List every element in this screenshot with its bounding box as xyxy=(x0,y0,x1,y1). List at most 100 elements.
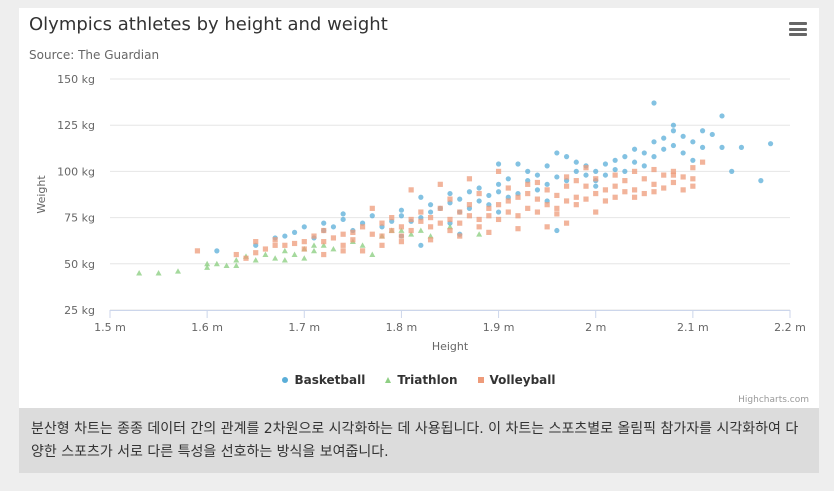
volleyball-point xyxy=(602,187,609,193)
y-tick-label: 100 kg xyxy=(57,165,95,178)
volleyball-point xyxy=(486,205,492,211)
basketball-point xyxy=(670,128,677,134)
basketball-point xyxy=(476,198,482,204)
triangle-marker-icon xyxy=(385,377,392,383)
volleyball-point xyxy=(563,183,570,189)
basketball-point xyxy=(699,128,706,134)
triathlon-point xyxy=(301,255,308,261)
volleyball-point xyxy=(699,159,706,165)
basketball-point xyxy=(418,194,424,200)
scatter-plot: 25 kg 50 kg 75 kg 100 kg 125 kg 150 kg 1.5 m 1.… xyxy=(35,73,806,353)
basketball-point xyxy=(418,242,424,248)
volleyball-point xyxy=(457,233,463,239)
volleyball-point xyxy=(661,185,667,191)
volleyball-point xyxy=(350,229,356,235)
volleyball-point xyxy=(534,179,541,186)
triathlon-point xyxy=(408,231,415,237)
volleyball-point xyxy=(379,220,385,226)
triathlon-point xyxy=(320,242,327,248)
triathlon-point xyxy=(175,268,181,274)
basketball-point xyxy=(330,224,337,230)
basketball-point xyxy=(554,227,560,234)
basketball-point xyxy=(321,220,327,226)
triathlon-point xyxy=(311,242,317,248)
volleyball-point xyxy=(340,242,346,248)
volleyball-point xyxy=(631,187,638,193)
volleyball-point xyxy=(457,220,463,226)
volleyball-point xyxy=(534,196,541,202)
basketball-point xyxy=(301,224,307,230)
volleyball-point xyxy=(447,216,453,223)
volleyball-point xyxy=(359,248,366,254)
volleyball-point xyxy=(457,209,463,215)
volleyball-point xyxy=(622,178,628,184)
legend-item-volleyball[interactable]: Volleyball xyxy=(477,373,556,387)
triathlon-point xyxy=(262,251,269,257)
menu-bar xyxy=(789,33,807,36)
volleyball-point xyxy=(525,205,531,211)
basketball-point xyxy=(282,233,288,239)
volleyball-point xyxy=(593,176,599,182)
basketball-point xyxy=(398,213,405,219)
basketball-point xyxy=(505,176,511,182)
volleyball-point xyxy=(563,198,570,204)
triathlon-point xyxy=(476,231,483,237)
volleyball-point xyxy=(515,213,521,219)
basketball-point xyxy=(466,189,473,195)
hamburger-menu-icon[interactable] xyxy=(789,22,807,36)
legend-label: Triathlon xyxy=(397,373,458,387)
chart-title: Olympics athletes by height and weight xyxy=(29,14,388,35)
volleyball-point xyxy=(670,168,677,174)
volleyball-point xyxy=(476,224,482,230)
basketball-point xyxy=(291,229,298,235)
volleyball-point xyxy=(398,233,405,239)
legend-item-triathlon[interactable]: Triathlon xyxy=(385,373,458,387)
volleyball-point xyxy=(282,242,288,248)
basketball-point xyxy=(495,209,502,215)
volleyball-point xyxy=(651,166,657,173)
volleyball-point xyxy=(525,190,531,197)
volleyball-point xyxy=(466,176,473,182)
triathlon-point xyxy=(330,246,337,252)
triathlon-point xyxy=(369,251,376,257)
volleyball-point xyxy=(554,205,560,211)
volleyball-point xyxy=(272,237,278,243)
volleyball-point xyxy=(583,196,589,202)
legend-label: Basketball xyxy=(294,373,366,387)
chart-container: Olympics athletes by height and weight S… xyxy=(19,8,819,408)
menu-bar xyxy=(789,27,807,31)
credits-link[interactable]: Highcharts.com xyxy=(738,395,809,405)
triathlon-point xyxy=(233,257,240,263)
legend-item-basketball[interactable]: Basketball xyxy=(282,373,365,387)
volleyball-point xyxy=(476,190,482,197)
volleyball-point xyxy=(321,239,327,245)
volleyball-point xyxy=(554,192,560,199)
basketball-point xyxy=(486,192,492,199)
volleyball-point xyxy=(476,216,482,223)
volleyball-point xyxy=(631,168,638,174)
volleyball-point xyxy=(389,227,395,234)
basketball-point xyxy=(214,248,220,254)
volleyball-point xyxy=(253,239,259,245)
volleyball-point xyxy=(389,215,395,221)
volleyball-point xyxy=(418,209,424,215)
volleyball-point xyxy=(418,218,424,224)
basketball-point xyxy=(680,133,686,139)
volleyball-point xyxy=(612,183,618,189)
basketball-point xyxy=(554,174,560,180)
volleyball-point xyxy=(321,251,327,258)
basketball-point xyxy=(515,161,521,167)
volleyball-point xyxy=(651,181,657,187)
basketball-point xyxy=(738,144,745,150)
triathlon-point xyxy=(291,251,298,257)
basketball-point xyxy=(534,187,541,193)
basketball-point xyxy=(563,154,570,160)
basketball-point xyxy=(447,190,453,197)
basketball-point xyxy=(690,157,696,163)
triathlon-point xyxy=(398,227,405,233)
triathlon-point xyxy=(252,257,259,263)
basketball-point xyxy=(427,209,434,215)
volleyball-point xyxy=(680,187,686,193)
volleyball-point xyxy=(350,237,356,243)
volleyball-point xyxy=(495,216,502,223)
